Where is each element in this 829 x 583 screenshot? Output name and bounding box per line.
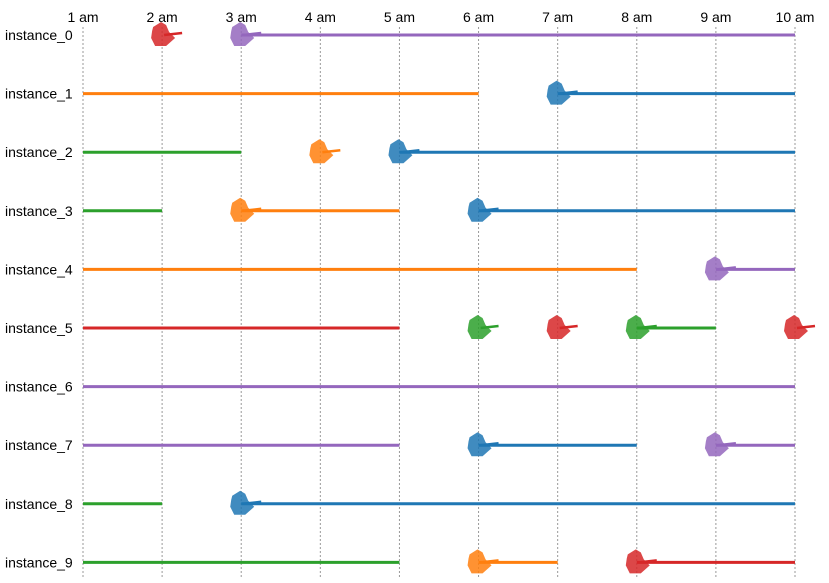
row-label: instance_8 <box>5 496 73 512</box>
event-tail <box>638 324 657 330</box>
row-label: instance_2 <box>5 144 73 160</box>
event-tail <box>243 31 262 37</box>
event-tail <box>480 207 499 213</box>
row-instance_9: instance_9 <box>5 549 795 574</box>
event-marker-blue <box>467 197 492 222</box>
event-marker-orange <box>467 549 492 574</box>
event-marker-orange <box>309 139 334 164</box>
event-marker-green <box>625 315 650 339</box>
x-tick-label: 10 am <box>776 9 815 25</box>
row-instance_3: instance_3 <box>5 197 795 222</box>
event-marker-red <box>625 549 650 574</box>
row-instance_0: instance_0 <box>5 22 795 46</box>
event-tail <box>480 324 499 330</box>
row-label: instance_7 <box>5 437 73 453</box>
event-marker-red <box>546 315 571 339</box>
event-tail <box>243 500 262 506</box>
row-instance_2: instance_2 <box>5 139 795 164</box>
event-tail <box>638 559 657 564</box>
event-marker-purple <box>704 256 729 281</box>
event-marker-red <box>151 22 176 46</box>
row-instance_1: instance_1 <box>5 80 795 105</box>
row-instance_5: instance_5 <box>5 315 816 339</box>
row-instance_8: instance_8 <box>5 490 795 515</box>
row-label: instance_6 <box>5 379 73 395</box>
x-tick-label: 3 am <box>226 9 257 25</box>
event-marker-red <box>784 315 808 339</box>
x-tick-label: 6 am <box>463 9 494 25</box>
row-instance_6: instance_6 <box>5 379 795 395</box>
x-tick-label: 8 am <box>621 9 652 25</box>
x-tick-label: 9 am <box>700 9 731 25</box>
event-marker-green <box>467 315 492 339</box>
event-tail <box>480 441 499 447</box>
event-tail <box>480 559 499 564</box>
event-tail <box>796 324 816 330</box>
event-tail <box>559 90 578 95</box>
row-label: instance_0 <box>5 27 73 43</box>
event-tail <box>243 207 262 213</box>
x-tick-label: 7 am <box>542 9 573 25</box>
event-marker-blue <box>388 139 413 164</box>
event-tail <box>163 31 183 37</box>
event-tail <box>401 148 420 154</box>
event-marker-purple <box>230 22 255 46</box>
row-label: instance_1 <box>5 86 73 102</box>
row-instance_4: instance_4 <box>5 256 795 281</box>
event-marker-blue <box>467 432 492 457</box>
event-marker-blue <box>230 490 255 515</box>
event-tail <box>322 148 341 154</box>
row-label: instance_3 <box>5 203 73 219</box>
x-tick-label: 1 am <box>67 9 98 25</box>
row-instance_7: instance_7 <box>5 432 795 457</box>
rows-layer: instance_0 instance_1 instance_2 instance_3… <box>5 22 816 574</box>
event-tail <box>559 324 578 330</box>
event-tail <box>717 441 737 447</box>
event-tail <box>717 266 737 271</box>
x-tick-label: 5 am <box>384 9 415 25</box>
x-tick-label: 2 am <box>147 9 178 25</box>
row-label: instance_4 <box>5 261 73 277</box>
grid-layer <box>82 27 796 578</box>
event-marker-orange <box>230 197 255 222</box>
row-label: instance_9 <box>5 554 73 570</box>
event-marker-purple <box>704 432 729 457</box>
row-label: instance_5 <box>5 320 73 336</box>
x-axis-ticks: 1 am 2 am 3 am 4 am 5 am 6 am 7 am 8 am 9 am 10 a… <box>67 9 814 25</box>
event-marker-blue <box>546 80 571 105</box>
x-tick-label: 4 am <box>305 9 336 25</box>
